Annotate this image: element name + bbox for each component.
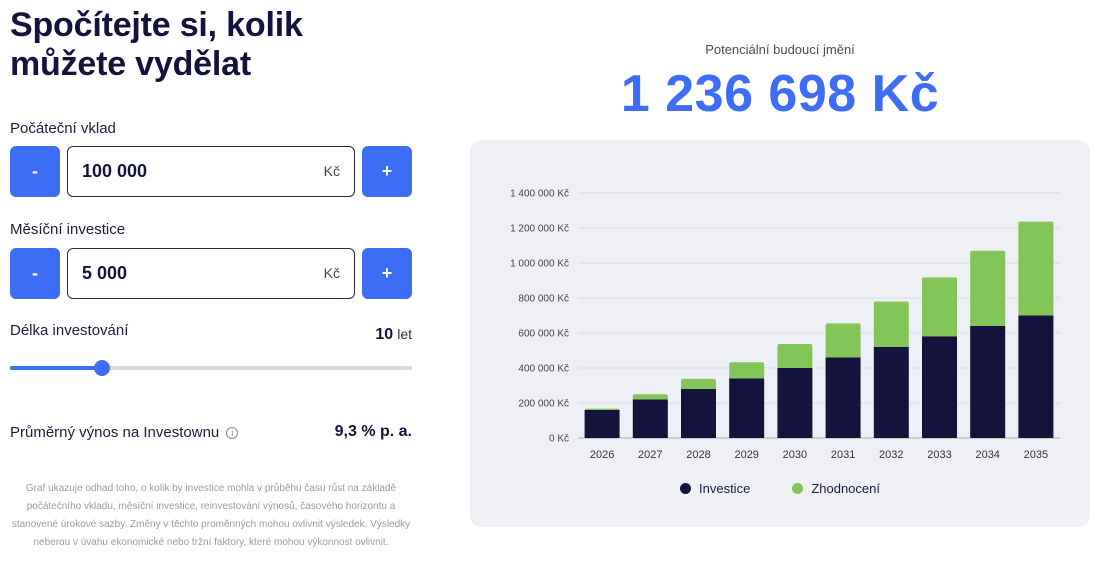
chart-card: 0 Kč 200 000 Kč 400 000 Kč 600 000 Kč 800 00…	[470, 140, 1090, 527]
monthly-investment-decrease-button[interactable]: -	[10, 248, 60, 299]
x-tick-label: 2035	[1024, 449, 1048, 461]
monthly-investment-increase-button[interactable]: +	[362, 248, 412, 299]
y-tick-label: 800 000 Kč	[518, 294, 569, 305]
info-icon[interactable]: i	[226, 426, 239, 439]
bar-zhodnoceni-2034[interactable]	[970, 250, 1006, 326]
x-tick-label: 2033	[927, 449, 951, 461]
yield-value: 9,3 % p. a.	[334, 423, 412, 440]
initial-deposit-increase-button[interactable]: +	[362, 146, 412, 197]
bar-zhodnoceni-2029[interactable]	[729, 362, 765, 379]
bar-zhodnoceni-2033[interactable]	[922, 277, 957, 337]
future-wealth-value: 1 236 698 Kč	[620, 65, 940, 123]
initial-deposit-unit: Kč	[323, 163, 340, 179]
monthly-investment-row: - Kč +	[10, 248, 412, 299]
y-tick-label: 1 000 000 Kč	[510, 259, 569, 270]
bar-investice-2030[interactable]	[777, 368, 813, 438]
duration-label: Délka investování	[10, 322, 129, 339]
y-tick-label: 1 200 000 Kč	[510, 224, 569, 235]
x-tick-label: 2026	[590, 449, 614, 461]
monthly-investment-input[interactable]	[82, 249, 302, 298]
bar-investice-2034[interactable]	[970, 326, 1006, 438]
yield-label: Průměrný výnos na Investownu	[10, 424, 220, 441]
duration-slider[interactable]	[10, 360, 412, 376]
bar-zhodnoceni-2035[interactable]	[1018, 221, 1054, 316]
initial-deposit-decrease-button[interactable]: -	[10, 146, 60, 197]
duration-value: 10 let	[375, 326, 412, 344]
growth-chart: 0 Kč 200 000 Kč 400 000 Kč 600 000 Kč 800 00…	[510, 189, 1060, 461]
yield-label-row: Průměrný výnos na Investownu i	[10, 424, 239, 441]
slider-track[interactable]	[10, 366, 412, 370]
calculator-panel: Spočítejte si, kolik můžete vydělat Počá…	[10, 0, 412, 548]
monthly-investment-unit: Kč	[323, 265, 340, 281]
bar-investice-2027[interactable]	[632, 399, 668, 439]
page-title: Spočítejte si, kolik můžete vydělat	[10, 6, 412, 84]
legend-dot-investice	[680, 483, 691, 494]
monthly-investment-label: Měsíční investice	[10, 221, 126, 238]
slider-thumb[interactable]	[94, 360, 111, 376]
x-tick-label: 2028	[686, 449, 710, 461]
monthly-investment-field-box: Kč	[67, 248, 355, 299]
chart-legend: Investice Zhodnocení	[470, 481, 1090, 496]
initial-deposit-field-box: Kč	[67, 146, 355, 197]
bar-zhodnoceni-2027[interactable]	[632, 394, 668, 400]
y-tick-label: 400 000 Kč	[518, 364, 569, 375]
y-tick-label: 1 400 000 Kč	[510, 189, 569, 200]
disclaimer-text: Graf ukazuje odhad toho, o kolik by inve…	[11, 483, 411, 548]
legend-item-investice[interactable]: Investice	[680, 481, 750, 496]
bar-zhodnoceni-2031[interactable]	[825, 323, 861, 358]
x-tick-label: 2032	[879, 449, 903, 461]
slider-fill	[10, 366, 103, 370]
legend-label-zhodnoceni: Zhodnocení	[811, 481, 880, 496]
bar-investice-2032[interactable]	[873, 347, 909, 438]
bar-investice-2031[interactable]	[825, 357, 861, 439]
y-tick-label: 600 000 Kč	[518, 329, 569, 340]
title-line-2: můžete vydělat	[10, 45, 251, 83]
initial-deposit-label: Počáteční vklad	[10, 120, 116, 137]
x-tick-label: 2029	[734, 449, 758, 461]
bar-zhodnoceni-2026[interactable]	[584, 408, 620, 411]
duration-number: 10	[375, 326, 394, 343]
y-tick-label: 200 000 Kč	[518, 399, 569, 410]
future-wealth-label: Potenciální budoucí jmění	[705, 42, 855, 57]
x-tick-label: 2030	[783, 449, 807, 461]
bar-investice-2029[interactable]	[729, 378, 765, 439]
y-tick-label: 0 Kč	[549, 434, 569, 445]
legend-item-zhodnoceni[interactable]: Zhodnocení	[792, 481, 880, 496]
legend-label-investice: Investice	[699, 481, 751, 496]
bar-zhodnoceni-2032[interactable]	[873, 301, 909, 348]
initial-deposit-row: - Kč +	[10, 146, 412, 197]
legend-dot-zhodnoceni	[792, 483, 804, 494]
bar-investice-2035[interactable]	[1018, 315, 1054, 439]
bar-zhodnoceni-2028[interactable]	[681, 378, 716, 389]
initial-deposit-input[interactable]	[82, 147, 302, 196]
bar-zhodnoceni-2030[interactable]	[777, 344, 813, 368]
title-line-1: Spočítejte si, kolik	[10, 6, 303, 44]
x-tick-label: 2031	[831, 449, 855, 461]
x-tick-label: 2027	[638, 449, 662, 461]
x-tick-label: 2034	[975, 449, 999, 461]
bar-investice-2026[interactable]	[584, 410, 620, 438]
bar-investice-2033[interactable]	[922, 336, 957, 439]
bar-investice-2028[interactable]	[681, 389, 716, 438]
duration-unit: let	[397, 326, 412, 342]
